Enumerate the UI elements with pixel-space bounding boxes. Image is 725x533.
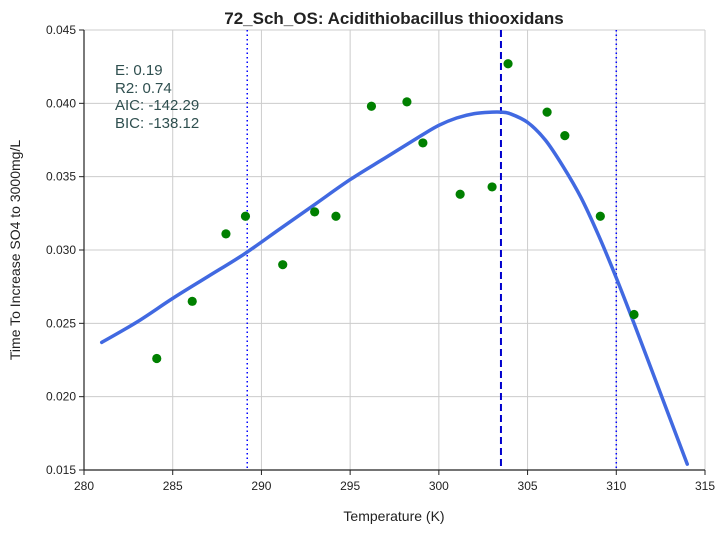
x-axis-label: Temperature (K) (343, 508, 444, 524)
x-tick-label: 305 (518, 479, 538, 493)
data-point (240, 211, 251, 221)
data-point (455, 189, 465, 199)
y-ticks: 0.015 0.020 0.025 0.030 0.035 0.040 0.045 (46, 23, 84, 477)
data-point (221, 229, 231, 239)
fit-curve (99, 110, 690, 466)
y-tick-label: 0.025 (46, 316, 76, 330)
y-tick-label: 0.020 (46, 390, 76, 404)
x-tick-label: 315 (695, 479, 715, 493)
data-point (366, 101, 377, 111)
y-tick-label: 0.035 (46, 170, 76, 184)
data-point (595, 211, 605, 221)
data-point (542, 107, 552, 117)
y-axis-label: Time To Increase SO4 to 3000mg/L (7, 140, 23, 360)
y-tick-label: 0.045 (46, 23, 76, 37)
data-point (629, 309, 639, 320)
chart-title: 72_Sch_OS: Acidithiobacillus thiooxidans (224, 9, 563, 28)
stats-r2: R2: 0.74 (115, 80, 172, 97)
fit-curve-group (99, 110, 690, 466)
x-ticks: 280 285 290 295 300 305 310 315 (74, 470, 715, 493)
x-tick-label: 280 (74, 479, 94, 493)
data-point (402, 97, 412, 107)
data-point (560, 131, 570, 141)
x-tick-label: 290 (251, 479, 271, 493)
data-point (187, 296, 197, 306)
y-tick-label: 0.040 (46, 96, 76, 110)
grid (84, 29, 706, 470)
data-points (152, 59, 639, 364)
x-tick-label: 295 (340, 479, 360, 493)
y-tick-label: 0.015 (46, 463, 76, 477)
data-point (152, 353, 162, 364)
stats-aic: AIC: -142.29 (115, 97, 199, 114)
stats-e: E: 0.19 (115, 62, 163, 79)
x-tick-label: 285 (163, 479, 183, 493)
data-point (278, 260, 288, 270)
stats-bic: BIC: -138.12 (115, 115, 199, 132)
data-point (310, 207, 320, 217)
data-point (487, 182, 497, 192)
stats-box: E: 0.19 R2: 0.74 AIC: -142.29 BIC: -138.… (115, 62, 199, 132)
x-tick-label: 310 (606, 479, 626, 493)
data-point (331, 211, 341, 221)
vertical-lines (246, 30, 618, 470)
data-point (503, 59, 513, 69)
y-tick-label: 0.030 (46, 243, 76, 257)
data-point (418, 138, 428, 148)
x-tick-label: 300 (429, 479, 449, 493)
